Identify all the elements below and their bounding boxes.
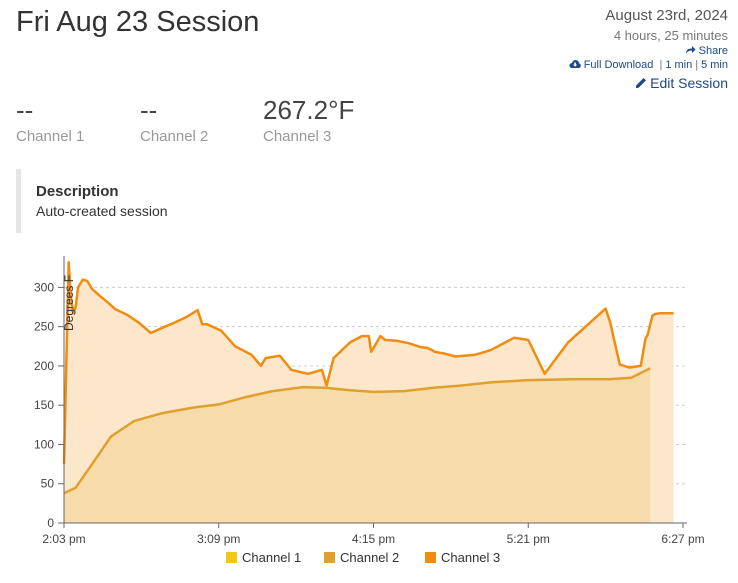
description-box: Description Auto-created session: [16, 169, 321, 233]
edit-session-link[interactable]: Edit Session: [635, 75, 728, 91]
download-5min-link[interactable]: 5 min: [701, 59, 728, 71]
legend-label-channel-2: Channel 2: [340, 550, 399, 565]
download-row: Full Download | 1 min | 5 min: [569, 58, 728, 72]
x-tick-label: 6:27 pm: [661, 532, 704, 546]
y-tick-label: 150: [34, 398, 54, 412]
channel-3-value: 267.2°F: [263, 95, 355, 125]
full-download-link[interactable]: Full Download: [569, 59, 657, 71]
legend-swatch-channel-2: [324, 552, 335, 563]
channel-3-label: Channel 3: [263, 128, 332, 145]
legend-swatch-channel-3: [425, 552, 436, 563]
session-duration: 4 hours, 25 minutes: [613, 28, 728, 43]
channel-2-label: Channel 2: [140, 128, 209, 145]
download-1min-link[interactable]: 1 min: [665, 59, 693, 71]
channel-1-readout: -- Channel 1: [16, 94, 84, 145]
share-row: Share: [569, 44, 728, 58]
legend-label-channel-3: Channel 3: [441, 550, 500, 565]
share-arrow-icon: [685, 46, 696, 54]
channel-3-line: [62, 261, 674, 465]
channel-1-value: --: [16, 95, 34, 125]
y-tick-label: 50: [41, 477, 55, 491]
channel-3-readout: 267.2°F Channel 3: [263, 94, 354, 145]
session-date: August 23rd, 2024: [605, 7, 728, 24]
y-tick-label: 200: [34, 359, 54, 373]
channel-2-line: [63, 367, 651, 495]
pencil-icon: [636, 78, 647, 88]
edit-session-label: Edit Session: [650, 75, 728, 91]
y-tick-label: 0: [47, 516, 54, 530]
separator: |: [695, 59, 699, 71]
y-tick-label: 300: [34, 280, 54, 294]
x-tick-label: 2:03 pm: [42, 532, 85, 546]
edit-row: Edit Session: [569, 74, 728, 92]
cloud-download-icon: [569, 60, 581, 68]
session-meta: August 23rd, 2024 4 hours, 25 minutes Sh…: [569, 6, 728, 92]
description-heading: Description: [36, 183, 119, 200]
legend-swatch-channel-1: [226, 552, 237, 563]
channel-2-readout: -- Channel 2: [140, 94, 208, 145]
channel-2-value: --: [140, 95, 158, 125]
session-title: Fri Aug 23 Session: [16, 6, 260, 38]
y-tick-label: 100: [34, 437, 54, 451]
description-text: Auto-created session: [36, 203, 168, 219]
share-link[interactable]: Share: [685, 45, 728, 57]
share-label: Share: [698, 45, 728, 57]
legend-label-channel-1: Channel 1: [242, 550, 301, 565]
chart-lines: [62, 261, 674, 495]
channel-1-label: Channel 1: [16, 128, 85, 145]
x-tick-label: 3:09 pm: [197, 532, 240, 546]
y-axis-label: Degrees F: [62, 275, 76, 331]
x-tick-label: 4:15 pm: [352, 532, 395, 546]
y-tick-label: 250: [34, 320, 54, 334]
separator: |: [659, 59, 663, 71]
x-tick-label: 5:21 pm: [507, 532, 550, 546]
chart-axes: 0 50 100 150 200 250 300 2:03 pm 3:09 pm 4:15 pm 5…: [34, 256, 705, 546]
chart-legend: Channel 1 Channel 2 Channel 3: [226, 550, 500, 565]
full-download-label: Full Download: [583, 59, 654, 71]
channel-2-area: [64, 368, 651, 523]
